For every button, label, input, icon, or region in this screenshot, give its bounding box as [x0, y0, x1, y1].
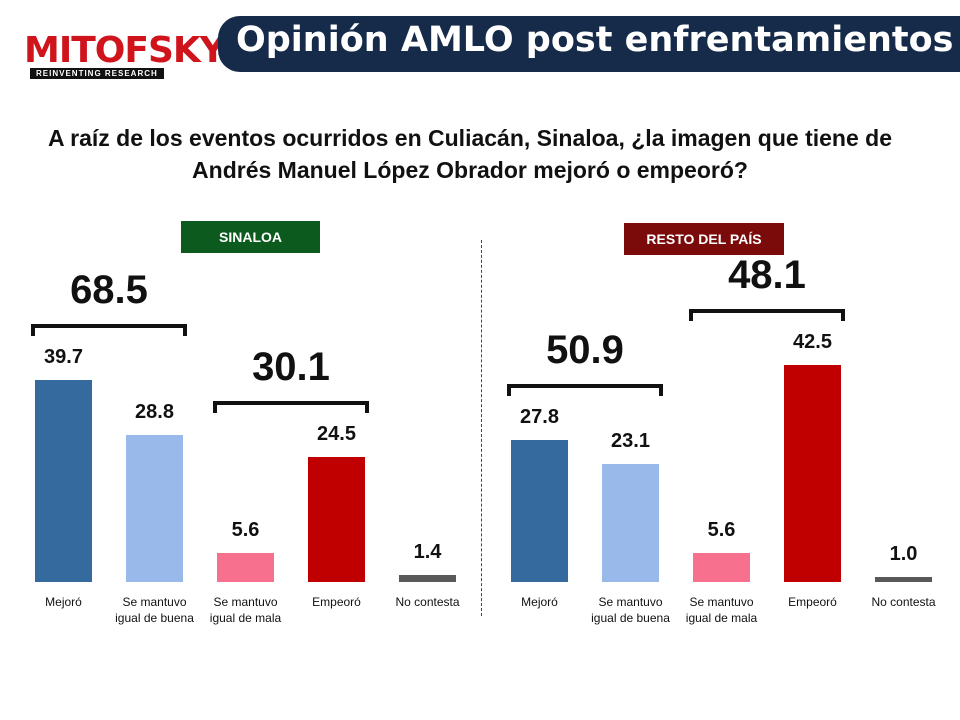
bar [126, 435, 183, 582]
value-label: 42.5 [793, 331, 832, 354]
divider [481, 240, 482, 616]
chart-title: SINALOA [181, 221, 320, 253]
bracket [31, 323, 187, 336]
bar [602, 464, 659, 582]
value-label: 39.7 [44, 345, 83, 368]
chart-title: RESTO DEL PAÍS [624, 223, 784, 255]
bar [784, 365, 841, 582]
bar [693, 553, 750, 582]
bracket-total: 30.1 [252, 345, 330, 390]
bar [217, 553, 274, 582]
category-label: Mejoró [45, 595, 82, 609]
question: A raíz de los eventos ocurridos en Culia… [48, 125, 892, 183]
value-label: 1.4 [413, 540, 442, 563]
header-band [218, 16, 960, 72]
value-label: 1.0 [889, 542, 918, 565]
bracket [507, 384, 663, 397]
value-label: 23.1 [611, 430, 650, 453]
bar [308, 457, 365, 582]
category-label: No contesta [871, 595, 936, 609]
category-label: Se mantuvo igual de buena [591, 595, 670, 625]
bar [399, 574, 456, 582]
category-label: Empeoró [788, 595, 837, 609]
value-label: 27.8 [520, 406, 559, 429]
value-label: 24.5 [317, 423, 356, 446]
logo: MITOFSKY [24, 30, 226, 71]
category-label: No contesta [395, 595, 460, 609]
bracket-total: 50.9 [546, 328, 624, 373]
category-label: Se mantuvo igual de mala [685, 595, 758, 625]
bar [35, 379, 92, 582]
bracket [689, 309, 845, 322]
logo-tagline: REINVENTING RESEARCH [30, 68, 164, 79]
category-label: Mejoró [521, 595, 558, 609]
page-title: Opinión AMLO post enfrentamientos [236, 20, 954, 60]
category-label: Se mantuvo igual de mala [209, 595, 282, 625]
category-label: Empeoró [312, 595, 361, 609]
value-label: 5.6 [707, 519, 736, 542]
bracket [213, 401, 369, 414]
category-label: Se mantuvo igual de buena [115, 595, 194, 625]
value-label: 28.8 [135, 401, 174, 424]
value-label: 5.6 [231, 519, 260, 542]
bar [875, 576, 932, 582]
bracket-total: 68.5 [70, 267, 148, 312]
bracket-total: 48.1 [728, 253, 806, 298]
bar [511, 440, 568, 582]
